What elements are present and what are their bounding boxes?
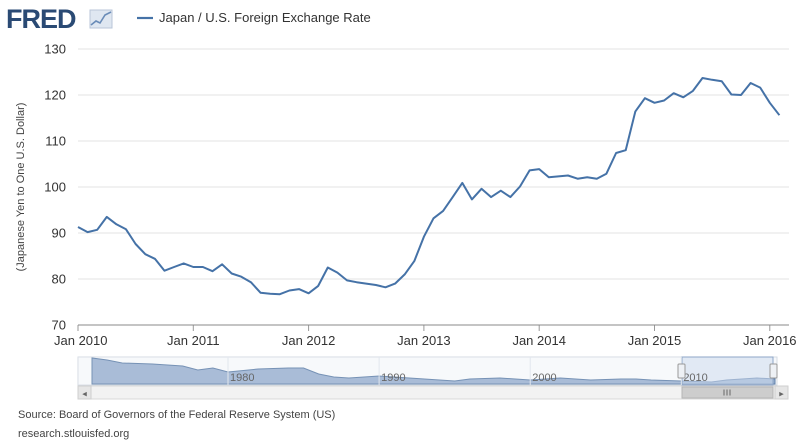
x-tick-label: Jan 2012	[282, 333, 336, 348]
y-tick-label: 90	[52, 226, 66, 241]
y-tick-label: 110	[45, 134, 66, 149]
source-url-link[interactable]: research.stlouisfed.org	[18, 428, 130, 440]
y-tick-label: 130	[44, 42, 66, 57]
y-tick-label: 70	[52, 318, 66, 333]
fred-sparkline-icon	[89, 9, 113, 29]
scroll-left-button[interactable]	[77, 385, 92, 400]
y-axis-ticks: 70 80 90 100 110 120 130	[44, 42, 66, 333]
x-tick-label: Jan 2015	[628, 333, 682, 348]
series-line-japan-us-fx	[77, 77, 781, 296]
scroll-right-arrow-icon: ▸	[779, 390, 784, 400]
x-tick-label: Jan 2014	[512, 333, 566, 348]
navigator-tick-label: 2000	[532, 372, 556, 384]
navigator-tick-label: 1980	[230, 372, 254, 384]
plot-area: Jan 2010 Jan 2011 Jan 2012 Jan 2013 Jan 2014…	[44, 42, 796, 349]
scrollbar[interactable]: ◂ ▸	[77, 385, 789, 400]
scroll-right-button[interactable]	[774, 385, 789, 400]
source-text: Source: Board of Governors of the Federa…	[18, 409, 336, 421]
navigator-mask	[78, 357, 682, 385]
fred-logo-text[interactable]: FRED	[6, 4, 77, 34]
navigator-tick-label: 1990	[381, 372, 405, 384]
legend-label: Japan / U.S. Foreign Exchange Rate	[159, 10, 371, 25]
navigator-handle-left[interactable]	[677, 363, 686, 379]
y-tick-label: 100	[44, 180, 66, 195]
navigator-tick-label: 2010	[683, 372, 707, 384]
scroll-left-arrow-icon: ◂	[82, 390, 87, 400]
navigator-ticks: 1980 1990 2000 2010	[227, 357, 708, 385]
x-tick-label: Jan 2010	[54, 333, 108, 348]
y-tick-label: 80	[52, 272, 66, 287]
y-axis-label: (Japanese Yen to One U.S. Dollar)	[15, 103, 27, 272]
x-tick-label: Jan 2013	[397, 333, 451, 348]
x-axis-ticks: Jan 2010 Jan 2011 Jan 2012 Jan 2013 Jan 2014…	[54, 325, 797, 348]
x-tick-label: Jan 2011	[167, 333, 220, 348]
range-navigator[interactable]: 1980 1990 2000 2010	[77, 356, 778, 386]
navigator-selected-range[interactable]	[681, 356, 774, 386]
navigator-handle-right[interactable]	[769, 363, 778, 379]
grip-icon	[723, 389, 731, 396]
y-tick-label: 120	[44, 88, 66, 103]
x-tick-label: Jan 2016	[743, 333, 797, 348]
